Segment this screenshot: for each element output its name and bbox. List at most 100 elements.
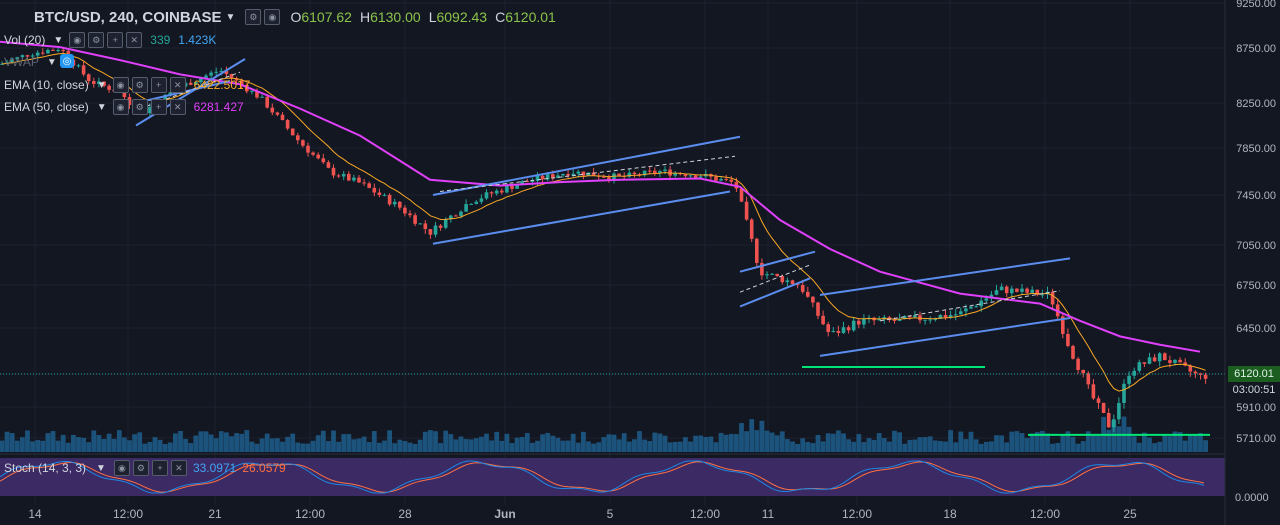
chevron-down-icon[interactable]: ▼: [53, 34, 64, 46]
vol-indicator[interactable]: Vol (20) ▼ ◉ ⚙ + ✕ 339 1.423K: [4, 32, 217, 48]
candle-body: [1127, 375, 1131, 384]
volume-bar: [504, 433, 510, 452]
add-icon[interactable]: +: [107, 32, 124, 48]
volume-bar: [30, 441, 35, 452]
volume-bar: [509, 443, 515, 452]
volume-bar: [484, 433, 489, 452]
candle-body: [1152, 357, 1157, 362]
volume-bar: [1198, 433, 1203, 452]
volume-bar: [999, 435, 1004, 452]
candle-body: [1188, 365, 1193, 372]
volume-bar: [65, 442, 71, 452]
chevron-down-icon[interactable]: ▼: [96, 79, 107, 91]
settings-icon[interactable]: ⚙: [132, 460, 149, 476]
add-icon[interactable]: +: [150, 77, 167, 93]
symbol-label[interactable]: BTC/USD, 240, COINBASE: [34, 8, 222, 26]
volume-bar: [1131, 436, 1137, 452]
candle-body: [382, 194, 387, 196]
candle-body: [0, 63, 4, 65]
eye-icon[interactable]: ◉: [69, 32, 86, 48]
stoch-indicator[interactable]: Stoch (14, 3, 3) ▼ ◉ ⚙ + ✕ 33.0971 26.05…: [4, 460, 286, 476]
settings-icon[interactable]: ⚙: [245, 9, 262, 25]
add-icon[interactable]: +: [150, 99, 167, 115]
vwap-indicator[interactable]: VWAP ▼: [4, 55, 57, 69]
symbol-header: BTC/USD, 240, COINBASE ▼ ⚙ ◉ O6107.62 H6…: [0, 0, 1225, 34]
settings-icon[interactable]: ⚙: [131, 99, 148, 115]
eye-icon[interactable]: ◉: [112, 77, 129, 93]
candle-body: [607, 177, 611, 180]
eye-icon[interactable]: ◉: [112, 99, 129, 115]
close-icon[interactable]: ✕: [126, 32, 143, 48]
volume-bar: [111, 438, 117, 452]
close-icon[interactable]: ✕: [170, 460, 187, 476]
volume-bar: [55, 440, 61, 452]
volume-bar: [326, 441, 331, 452]
eye-icon[interactable]: ◉: [113, 460, 130, 476]
volume-bar: [453, 439, 459, 452]
volume-bar: [147, 441, 153, 452]
vol-ma-value: 1.423K: [178, 33, 217, 47]
volume-bar: [178, 430, 183, 452]
volume-bar: [1091, 435, 1096, 452]
candle-body: [719, 179, 723, 181]
candle-body: [790, 280, 795, 285]
channel-midline: [739, 264, 811, 293]
channel-line: [432, 135, 741, 196]
candle-body: [1086, 373, 1091, 385]
ema10-value: 6422.5017: [193, 78, 251, 92]
ohlc-readout: O6107.62 H6130.00 L6092.43 C6120.01: [290, 9, 556, 25]
time-tick-label: 14: [28, 507, 42, 521]
volume-bar: [897, 432, 902, 452]
candle-body: [1178, 359, 1182, 363]
candle-body: [617, 173, 621, 176]
volume-bar: [601, 437, 607, 452]
volume-bar: [50, 431, 56, 452]
ema50-indicator[interactable]: EMA (50, close) ▼ ◉ ⚙ + ✕ 6281.427: [4, 99, 244, 115]
candle-body: [627, 172, 632, 177]
chevron-down-icon[interactable]: ▼: [46, 56, 57, 68]
volume-bar: [320, 430, 326, 452]
volume-bar: [713, 442, 719, 452]
volume-bar: [1019, 432, 1025, 452]
candle-body: [556, 175, 560, 178]
candle-body: [127, 97, 132, 105]
volume-bar: [932, 440, 938, 452]
chevron-down-icon[interactable]: ▼: [225, 11, 236, 23]
volume-bar: [948, 430, 953, 452]
volume-bar: [667, 442, 673, 452]
candle-body: [744, 201, 749, 220]
candle-body: [454, 215, 458, 217]
volume-bar: [744, 431, 749, 452]
eye-icon[interactable]: ◉: [264, 9, 281, 25]
close-icon[interactable]: ✕: [169, 77, 186, 93]
settings-icon[interactable]: ⚙: [131, 77, 148, 93]
candle-body: [1106, 412, 1111, 428]
tradingview-logo-icon[interactable]: ◎: [60, 54, 74, 68]
candle-body: [321, 158, 326, 163]
channel-midline: [439, 155, 736, 192]
chevron-down-icon[interactable]: ▼: [96, 462, 106, 474]
candle-body: [994, 290, 999, 295]
settings-icon[interactable]: ⚙: [88, 32, 105, 48]
ema10-indicator[interactable]: EMA (10, close) ▼ ◉ ⚙ + ✕ 6422.5017: [4, 77, 251, 93]
volume-bar: [677, 441, 683, 452]
volume-bar: [1085, 431, 1091, 452]
candle-body: [765, 274, 769, 276]
candle-body: [443, 219, 448, 228]
candle-body: [755, 238, 759, 263]
chevron-down-icon[interactable]: ▼: [96, 101, 107, 113]
close-icon[interactable]: ✕: [169, 99, 186, 115]
volume-bar: [912, 439, 918, 452]
candle-body: [647, 170, 652, 172]
candle-body: [209, 72, 213, 76]
volume-bar: [244, 430, 250, 452]
volume-bar: [433, 431, 438, 452]
volume-bar: [836, 430, 841, 452]
candle-body: [545, 174, 550, 180]
time-tick-label: 12:00: [690, 507, 720, 521]
price-tick-label: 5710.00: [1236, 433, 1276, 445]
time-tick-label: Jun: [494, 507, 515, 521]
add-icon[interactable]: +: [151, 460, 168, 476]
volume-bar: [983, 441, 989, 452]
volume-bar: [234, 433, 239, 452]
